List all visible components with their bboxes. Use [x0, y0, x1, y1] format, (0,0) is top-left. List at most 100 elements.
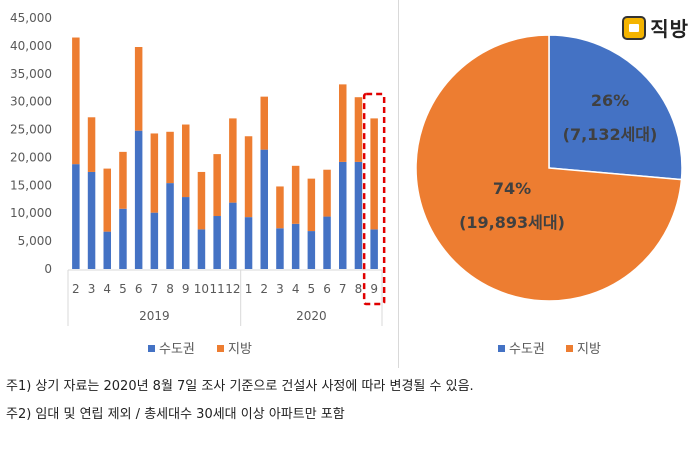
x-axis-ticks: 2 3 4 5 6 7 8 9 10 11 12 1 2 3 4 5 6 7 8 9: [72, 282, 378, 296]
bar-capital: [229, 202, 237, 269]
y-axis-ticks: 0 5,000 10,000 15,000 20,000 25,000 30,000 35,0…: [10, 11, 52, 276]
pie-slices: [415, 34, 683, 302]
x-tick-label: 6: [135, 282, 143, 296]
bar-legend: 수도권 지방: [148, 342, 252, 357]
legend-swatch-regional: [217, 345, 224, 352]
bar-regional: [307, 178, 316, 232]
bar-capital: [323, 216, 331, 269]
y-tick-label: 15,000: [10, 178, 52, 192]
x-tick-label: 12: [225, 282, 240, 296]
pie-legend-label-capital: 수도권: [509, 342, 545, 357]
bar-regional: [323, 169, 331, 217]
x-tick-label: 9: [370, 282, 378, 296]
y-tick-label: 20,000: [10, 150, 52, 164]
x-tick-label: 8: [166, 282, 174, 296]
bar-regional: [72, 37, 80, 165]
bar-regional: [339, 84, 347, 162]
y-tick-label: 40,000: [10, 39, 52, 53]
y-tick-label: 5,000: [18, 234, 52, 248]
x-tick-label: 9: [182, 282, 190, 296]
pie-label-regional-percent: 74%: [493, 179, 531, 198]
bar-capital: [166, 183, 174, 269]
bar-capital: [119, 208, 127, 269]
x-tick-label: 1: [245, 282, 253, 296]
bar-regional: [182, 124, 190, 198]
pie-legend: 수도권 지방: [498, 342, 601, 357]
y-tick-label: 10,000: [10, 206, 52, 220]
x-tick-label: 4: [292, 282, 300, 296]
pie-legend-label-regional: 지방: [577, 342, 601, 357]
footnote-1: 주1) 상기 자료는 2020년 8월 7일 조사 기준으로 건설사 사정에 따…: [6, 379, 474, 394]
y-tick-label: 25,000: [10, 123, 52, 137]
y-tick-label: 35,000: [10, 67, 52, 81]
highlight-rect: [362, 92, 386, 306]
bar-regional: [291, 165, 300, 224]
bar-capital: [134, 130, 143, 269]
pie-legend-swatch-regional: [566, 345, 573, 352]
bar-regional: [197, 171, 206, 230]
bar-capital: [150, 212, 159, 269]
bar-capital: [354, 161, 363, 269]
bar-regional: [354, 97, 363, 162]
x-tick-label: 7: [339, 282, 347, 296]
bar-regional: [229, 118, 237, 203]
x-tick-label: 7: [151, 282, 159, 296]
bar-regional: [134, 47, 143, 131]
bar-regional: [150, 133, 159, 213]
bar-capital: [87, 171, 96, 269]
bar-capital: [307, 231, 316, 269]
x-tick-label: 11: [210, 282, 225, 296]
x-tick-label: 5: [308, 282, 316, 296]
bar-capital: [103, 231, 111, 269]
bar-capital: [276, 228, 284, 269]
x-tick-label: 8: [355, 282, 363, 296]
pie-slice-regional: [415, 34, 683, 302]
bar-regional: [87, 117, 96, 172]
stacked-bar-chart: 0 5,000 10,000 15,000 20,000 25,000 30,000 35,0…: [10, 11, 386, 357]
highlight-box: [362, 92, 386, 306]
bar-regional: [103, 168, 111, 232]
y-tick-label: 45,000: [10, 11, 52, 25]
legend-label-regional: 지방: [228, 342, 252, 357]
pie-label-regional-value: (19,893세대): [459, 213, 565, 232]
bar-capital: [182, 197, 190, 269]
y-tick-label: 30,000: [10, 95, 52, 109]
x-tick-label: 6: [323, 282, 331, 296]
bar-capital: [370, 229, 378, 269]
bar-regional: [276, 186, 284, 229]
bar-regional: [119, 151, 127, 209]
bar-capital: [213, 216, 221, 269]
bar-regional: [213, 154, 221, 217]
pie-label-capital-percent: 26%: [591, 91, 629, 110]
x-tick-label: 5: [119, 282, 127, 296]
pie-chart-panel: 26% (7,132세대) 74% (19,893세대) 수도권 지방 직방: [399, 0, 699, 368]
bar-regional: [244, 136, 253, 218]
panel-divider: [398, 0, 399, 368]
bar-regional: [260, 96, 268, 150]
house-icon: [622, 15, 647, 40]
bar-regional: [166, 131, 174, 184]
bar-regional: [370, 118, 378, 230]
y-tick-label: 0: [44, 262, 52, 276]
bar-capital: [244, 217, 253, 269]
pie-slice-capital: [548, 34, 683, 181]
x-axis-year-groups: 2019 2020: [67, 269, 383, 326]
bar-marks: [72, 37, 378, 269]
pie-legend-swatch-capital: [498, 345, 505, 352]
legend-label-capital: 수도권: [159, 342, 195, 357]
bar-capital: [197, 229, 206, 269]
x-tick-label: 3: [276, 282, 284, 296]
legend-swatch-capital: [148, 345, 155, 352]
x-tick-label: 2: [72, 282, 80, 296]
x-tick-label: 4: [103, 282, 111, 296]
pie-chart: 26% (7,132세대) 74% (19,893세대) 수도권 지방: [415, 34, 683, 357]
bar-capital: [339, 161, 347, 269]
bar-capital: [291, 223, 300, 269]
x-tick-label: 10: [194, 282, 209, 296]
bar-capital: [72, 164, 80, 269]
logo-text: 직방: [650, 17, 689, 41]
x-group-label: 2020: [296, 309, 327, 323]
x-group-label: 2019: [139, 309, 170, 323]
zigbang-logo: 직방: [622, 13, 689, 42]
x-tick-label: 3: [88, 282, 96, 296]
